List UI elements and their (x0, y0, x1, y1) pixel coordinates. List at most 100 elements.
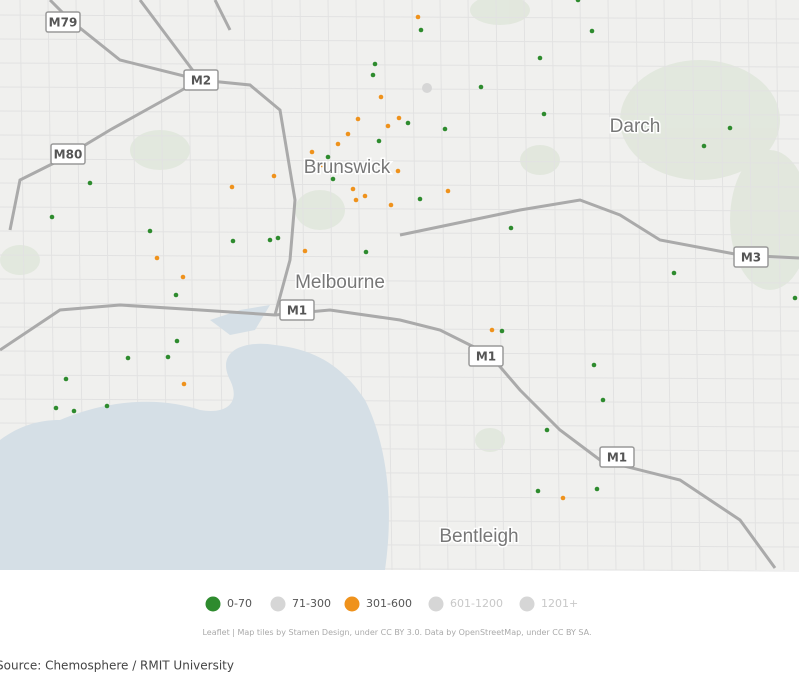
marker (363, 249, 369, 255)
marker (445, 188, 451, 194)
road-shield (468, 345, 504, 367)
road-shield (279, 299, 315, 321)
street (0, 86, 799, 92)
street (0, 134, 799, 140)
place-label: Brunswick (304, 157, 391, 178)
marker (271, 173, 277, 179)
marker (309, 149, 315, 155)
marker (147, 228, 153, 234)
street (663, 0, 673, 571)
map: M79 M2 M80 M3 M1 M1 M1 Brunswick Darch Melbour… (0, 0, 799, 572)
marker (376, 138, 382, 144)
legend: 0-70 71-300 301-600 601-1200 1201+ (205, 596, 578, 612)
marker (355, 116, 361, 122)
street (691, 0, 701, 571)
street (495, 0, 505, 571)
marker (71, 408, 77, 414)
street-grid (0, 0, 799, 572)
street (0, 14, 799, 20)
road-labels: M79 M2 M80 M3 M1 M1 M1 (45, 11, 769, 468)
marker (415, 14, 421, 20)
marker (575, 0, 581, 3)
street (0, 374, 799, 380)
markers (49, 0, 798, 501)
marker (104, 403, 110, 409)
marker (600, 397, 606, 403)
marker (345, 131, 351, 137)
marker (267, 237, 273, 243)
marker (330, 176, 336, 182)
marker (154, 255, 160, 261)
marker (499, 328, 505, 334)
marker (378, 94, 384, 100)
marker (478, 84, 484, 90)
marker (671, 270, 677, 276)
street (0, 326, 799, 332)
marker (560, 495, 566, 501)
road-shield (50, 143, 86, 165)
marker (275, 235, 281, 241)
legend-marker (344, 596, 360, 612)
street (467, 0, 477, 571)
marker (370, 72, 376, 78)
marker (87, 180, 93, 186)
legend-marker (519, 596, 535, 612)
marker (535, 488, 541, 494)
attribution: Leaflet | Map tiles by Stamen Design, un… (202, 628, 591, 637)
place-label: Bentleigh (439, 526, 518, 547)
street (0, 38, 799, 44)
street (0, 110, 799, 116)
marker (589, 28, 595, 34)
marker (53, 405, 59, 411)
marker (544, 427, 550, 433)
street (0, 302, 799, 308)
street (579, 0, 589, 571)
road-label: M2 (191, 74, 211, 88)
marker (489, 327, 495, 333)
street (411, 0, 421, 571)
marker (385, 123, 391, 129)
road-label: M1 (476, 350, 496, 364)
legend-label: 1201+ (541, 597, 578, 610)
marker (418, 27, 424, 33)
marker (125, 355, 131, 361)
parks (0, 0, 799, 452)
bay (0, 343, 389, 570)
street (0, 230, 799, 236)
road-shield (45, 11, 81, 33)
marker (417, 196, 423, 202)
street (607, 0, 617, 571)
marker (230, 238, 236, 244)
marker (422, 83, 432, 93)
marker (396, 115, 402, 121)
legend-label: 71-300 (292, 597, 331, 610)
street (0, 350, 799, 356)
marker (49, 214, 55, 220)
road-label: M80 (54, 148, 83, 162)
legend-marker (428, 596, 444, 612)
street (0, 278, 799, 284)
place-label: Melbourne (295, 272, 385, 293)
road-shield (599, 446, 635, 468)
marker (181, 381, 187, 387)
marker (792, 295, 798, 301)
street (0, 254, 799, 260)
marker (395, 168, 401, 174)
legend-label: 301-600 (366, 597, 412, 610)
road-shield (733, 246, 769, 268)
marker (537, 55, 543, 61)
road-shield (183, 69, 219, 91)
street (0, 158, 799, 164)
road-label: M79 (49, 16, 78, 30)
street (383, 0, 393, 571)
street (0, 206, 799, 212)
street (0, 398, 799, 404)
marker (335, 141, 341, 147)
marker (362, 193, 368, 199)
marker (541, 111, 547, 117)
place-label: Darch (610, 116, 661, 137)
street (523, 0, 533, 571)
marker (594, 486, 600, 492)
marker (350, 186, 356, 192)
